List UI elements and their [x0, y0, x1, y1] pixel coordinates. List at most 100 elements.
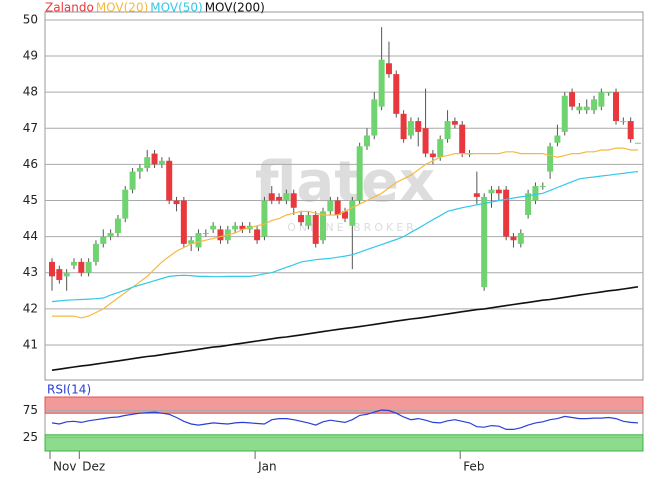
candle-body [173, 200, 180, 205]
x-tick-label: Jan [257, 460, 277, 474]
candle-body [305, 214, 312, 226]
candle-body [254, 229, 261, 241]
candle-body [114, 218, 121, 234]
candle-body [144, 157, 151, 169]
candle-body [451, 121, 458, 125]
candle-body [554, 135, 561, 143]
candle-body [202, 233, 209, 235]
y-tick-label: 41 [23, 337, 38, 351]
candle-body [473, 193, 480, 197]
y-tick-label: 49 [23, 49, 38, 63]
y-tick-label: 42 [23, 301, 38, 315]
candle-body [444, 121, 451, 140]
candle-body [188, 240, 195, 244]
candle-body [495, 189, 502, 194]
y-tick-label: 48 [23, 85, 38, 99]
ma-line [51, 171, 639, 303]
candle-body [561, 95, 568, 132]
candle-body [532, 186, 539, 201]
legend-entry: MOV(20) [96, 1, 148, 15]
candle-body [620, 121, 627, 123]
candle-body [525, 193, 532, 215]
candle-body [49, 261, 55, 277]
candle-body [312, 214, 319, 244]
rsi-label: RSI(14) [47, 383, 91, 397]
candle-body [576, 106, 583, 111]
candle-body [393, 74, 400, 114]
candle-body [583, 106, 590, 111]
candle-body [327, 200, 334, 212]
ma-line [52, 147, 638, 319]
candle-body [539, 186, 546, 188]
candle-body [569, 92, 576, 107]
x-tick-label: Dez [82, 460, 105, 474]
candle-body [598, 92, 605, 107]
candle-body [407, 121, 414, 136]
candle-body [349, 200, 356, 226]
x-tick-label: Feb [463, 460, 484, 474]
y-tick-label: 46 [23, 157, 38, 171]
candle-body [232, 225, 239, 230]
candle-body [334, 200, 341, 215]
candle-body [92, 243, 99, 262]
candle-body [63, 272, 70, 277]
candle-body [78, 261, 85, 273]
candle-body [481, 196, 488, 288]
candle-body [510, 236, 517, 241]
candle-body [591, 99, 598, 111]
candle-body [422, 128, 429, 154]
candle-body [320, 211, 327, 241]
y-tick-label: 45 [23, 193, 38, 207]
candle-body [136, 168, 143, 172]
candle-body [107, 233, 114, 237]
candle-body [415, 121, 422, 132]
candle-body [385, 63, 392, 75]
candle-body [56, 269, 63, 280]
candle-body [100, 236, 107, 244]
legend-entry: MOV(200) [205, 1, 265, 15]
y-tick-label: 25 [23, 430, 38, 444]
candle-body [298, 214, 305, 223]
y-tick-label: 44 [23, 229, 38, 243]
candle-body [429, 153, 436, 158]
rsi-band [44, 396, 644, 414]
watermark: flatex [255, 150, 435, 215]
candle-body [459, 124, 466, 154]
candle-body [158, 160, 165, 165]
candle-body [151, 153, 158, 165]
candle-body [605, 92, 612, 94]
candle-body [613, 92, 620, 122]
candle-body [70, 261, 77, 266]
ma-line [51, 286, 639, 371]
candle-body [547, 146, 554, 172]
candle-body [290, 193, 297, 208]
main-plot-frame [44, 11, 644, 381]
candle-body [488, 189, 495, 194]
candle-body [378, 59, 385, 107]
candle-body [517, 233, 524, 244]
candle-body [276, 196, 283, 201]
candle-body [342, 211, 348, 219]
candle-body [85, 261, 92, 273]
candle-body [283, 193, 290, 201]
candle-body [239, 225, 246, 230]
y-tick-label: 50 [23, 12, 38, 26]
y-tick-label: 75 [23, 403, 38, 417]
candle-body [261, 200, 268, 237]
candle-body [371, 99, 378, 136]
candle-body [268, 193, 275, 201]
rsi-line [51, 409, 639, 430]
candle-body [217, 229, 224, 241]
x-tick-label: Nov [53, 460, 76, 474]
candle-body [356, 146, 363, 201]
candle-body [180, 200, 187, 244]
candle-body [363, 135, 370, 147]
legend-entry: Zalando [45, 1, 94, 15]
y-tick-label: 43 [23, 265, 38, 279]
y-tick-label: 47 [23, 121, 38, 135]
candle-body [195, 233, 202, 248]
candle-body [635, 142, 641, 144]
candle-body [627, 121, 634, 140]
